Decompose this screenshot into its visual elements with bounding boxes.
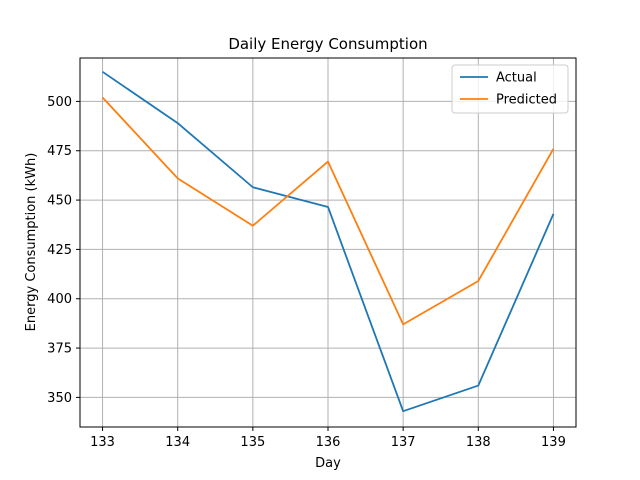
- y-tick-label: 500: [47, 95, 72, 110]
- legend: Actual Predicted: [451, 64, 569, 114]
- y-tick-label: 450: [47, 194, 72, 209]
- axis-ticks: 133 134 135 136 137 138 139 350 375 400 425 450 475 5…: [47, 95, 566, 450]
- x-axis-label: Day: [315, 456, 341, 471]
- y-tick-label: 425: [47, 243, 72, 258]
- y-tick-label: 400: [47, 292, 72, 307]
- series-lines: [101, 71, 555, 413]
- y-tick-label: 475: [47, 144, 72, 159]
- grid: [80, 58, 576, 427]
- series-line-predicted: [101, 96, 555, 326]
- chart-title: Daily Energy Consumption: [228, 35, 427, 53]
- y-tick-label: 375: [47, 342, 72, 357]
- x-tick-label: 133: [90, 435, 115, 450]
- legend-label: Actual: [496, 71, 537, 86]
- series-line-actual: [102, 71, 555, 413]
- x-tick-label: 139: [541, 435, 566, 450]
- y-axis-label: Energy Consumption (kWh): [24, 153, 39, 332]
- x-tick-label: 136: [316, 435, 341, 450]
- legend-label: Predicted: [496, 93, 557, 108]
- y-tick-label: 350: [47, 391, 72, 406]
- x-tick-label: 134: [165, 435, 190, 450]
- x-tick-label: 138: [466, 435, 491, 450]
- x-tick-label: 137: [391, 435, 416, 450]
- x-tick-label: 135: [240, 435, 265, 450]
